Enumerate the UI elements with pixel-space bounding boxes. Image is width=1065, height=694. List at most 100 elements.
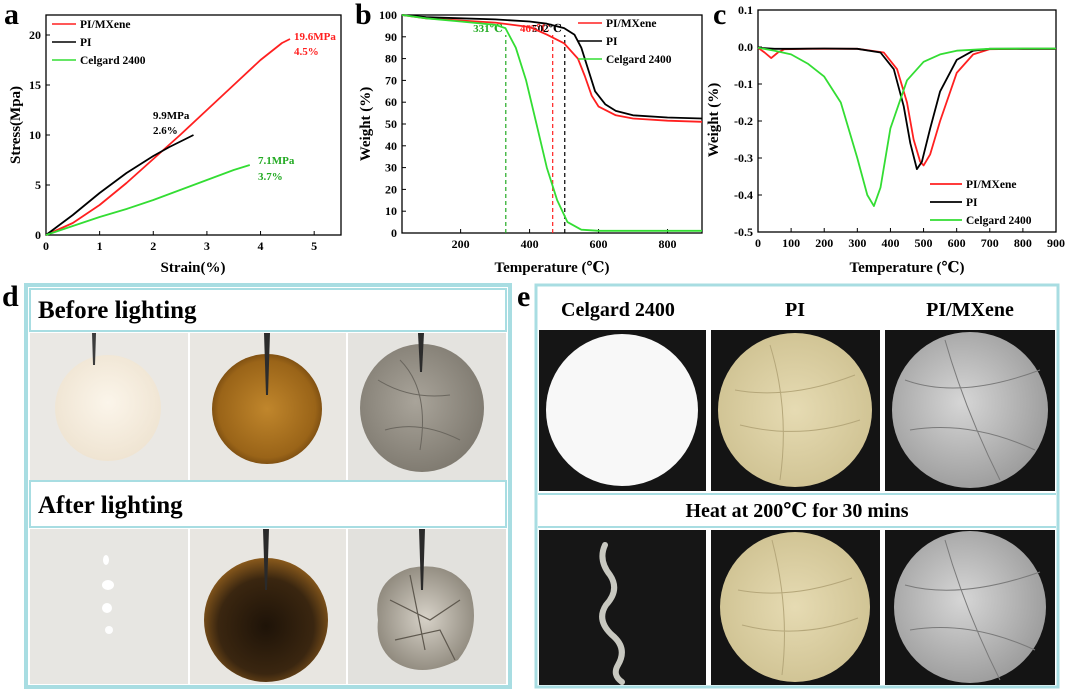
header-celgard: Celgard 2400 <box>561 299 675 321</box>
plot-frame-a <box>45 14 342 236</box>
annotation-celgard-strain: 3.7% <box>258 171 283 183</box>
y-tick-label: 15 <box>29 78 41 92</box>
y-tick-label: 20 <box>29 28 41 42</box>
sample-disc <box>212 354 322 464</box>
panel-c: c 0 100 200 300 400 500 600 700 800 900 0.1 0.0 -0.1… <box>706 0 1065 276</box>
series-line-pi <box>757 46 1056 171</box>
y-tick-label: 80 <box>385 52 397 66</box>
panel-e: e Celgard 2400 PI PI/MXene Heat at 200℃ … <box>517 280 1060 689</box>
annotation-pi-mxene-strain: 4.5% <box>294 46 319 58</box>
y-tick-label: 10 <box>29 128 41 142</box>
y-tick-label: 20 <box>385 182 397 196</box>
residue <box>103 555 109 565</box>
y-tick-label: 0 <box>391 226 397 240</box>
x-tick-label: 0 <box>43 239 49 253</box>
x-tick-label: 500 <box>915 236 933 250</box>
legend-label-celgard-b: Celgard 2400 <box>606 54 672 66</box>
x-tick-label: 600 <box>948 236 966 250</box>
wrinkle-texture <box>904 539 1041 681</box>
before-heading-box <box>29 288 507 332</box>
sample-disc <box>55 355 161 461</box>
y-tick-label: -0.2 <box>734 114 753 128</box>
sample-disc <box>204 558 328 682</box>
y-tick-label: 0.0 <box>738 40 753 54</box>
axis-ticks-b: 200 400 600 800 0 10 20 30 40 50 60 70 80 90 100 <box>379 8 677 251</box>
x-tick-label: 0 <box>755 236 761 250</box>
photo-pi-mxene-before <box>348 333 506 480</box>
legend-a: PI/MXene PI Celgard 2400 <box>52 19 146 67</box>
x-tick-label: 400 <box>881 236 899 250</box>
y-tick-label: 30 <box>385 161 397 175</box>
x-tick-label: 2 <box>150 239 156 253</box>
panel-label-e: e <box>517 280 530 313</box>
series-line-celgard-2400 <box>401 14 702 232</box>
x-tick-label: 700 <box>981 236 999 250</box>
before-heading: Before lighting <box>38 297 197 324</box>
sample-disc <box>894 531 1046 683</box>
axis-ticks-a: 0 1 2 3 4 5 0 5 10 15 20 <box>29 28 317 253</box>
x-tick-label: 200 <box>815 236 833 250</box>
panel-label-d: d <box>2 280 19 313</box>
x-tick-label: 900 <box>1047 236 1065 250</box>
series-line-celgard-2400 <box>45 164 251 236</box>
panel-label-c: c <box>713 0 726 31</box>
wrinkle-texture <box>904 339 1041 481</box>
x-tick-label: 4 <box>258 239 264 253</box>
x-tick-label: 800 <box>659 237 677 251</box>
photo-pi-mxene-initial <box>885 330 1055 491</box>
series-line-pi <box>45 134 194 236</box>
legend-label-pi-b: PI <box>606 36 618 48</box>
series-line-pi-mxene <box>757 46 1056 167</box>
legend-label-celgard-c: Celgard 2400 <box>966 215 1032 227</box>
header-pi: PI <box>785 299 805 321</box>
annotation-celgard-stress: 7.1MPa <box>258 155 295 167</box>
x-tick-label: 3 <box>204 239 210 253</box>
wrinkle-texture <box>737 539 859 676</box>
needle <box>418 333 424 372</box>
panel-b: b 200 400 600 800 0 10 20 30 40 50 60 70 80 90 100 331… <box>355 0 703 276</box>
photo-celgard-initial <box>539 330 706 491</box>
series-group-c <box>757 46 1056 208</box>
panel-label-a: a <box>4 0 19 31</box>
x-tick-label: 400 <box>521 237 539 251</box>
photo-celgard-after <box>30 529 188 684</box>
y-tick-label: 10 <box>385 204 397 218</box>
sample-disc <box>718 333 872 487</box>
legend-label-pi-c: PI <box>966 197 978 209</box>
legend-c: PI/MXene PI Celgard 2400 <box>930 179 1032 227</box>
series-group-a <box>45 38 291 236</box>
x-tick-label: 1 <box>97 239 103 253</box>
photo-pi-mxene-heated <box>885 530 1055 685</box>
panel-d: d Before lighting After lighting <box>2 280 512 689</box>
y-tick-label: 0.1 <box>738 3 753 17</box>
y-tick-label: 50 <box>385 117 397 131</box>
series-line-celgard-2400 <box>757 46 1056 208</box>
panel-label-b: b <box>355 0 372 31</box>
panel-a: a 0 1 2 3 4 5 0 5 10 15 20 Strain(%) Stress(Mpa) P… <box>4 0 342 276</box>
plot-frame-b <box>401 14 703 234</box>
annotation-pi-mxene-stress: 19.6MPa <box>294 31 336 43</box>
residue <box>102 580 114 590</box>
x-tick-label: 300 <box>848 236 866 250</box>
shrunk-separator <box>599 542 625 685</box>
photo-pi-initial <box>711 330 880 491</box>
header-pi-mxene: PI/MXene <box>926 299 1014 321</box>
photo-celgard-before <box>30 333 188 480</box>
crumple-texture <box>389 574 461 661</box>
photo-pi-before <box>190 333 346 480</box>
residue <box>102 603 112 613</box>
y-tick-label: 90 <box>385 30 397 44</box>
ylabel-a: Stress(Mpa) <box>8 86 24 164</box>
xlabel-b: Temperature (℃) <box>494 260 609 276</box>
needle <box>263 529 269 590</box>
y-tick-label: 100 <box>379 8 397 22</box>
y-tick-label: 0 <box>35 228 41 242</box>
y-tick-label: -0.3 <box>734 151 753 165</box>
photo-pi-mxene-after <box>348 529 506 684</box>
series-line-pi <box>401 14 703 120</box>
after-heading-box <box>29 480 507 528</box>
needle <box>92 333 96 365</box>
series-group-b <box>401 14 703 232</box>
